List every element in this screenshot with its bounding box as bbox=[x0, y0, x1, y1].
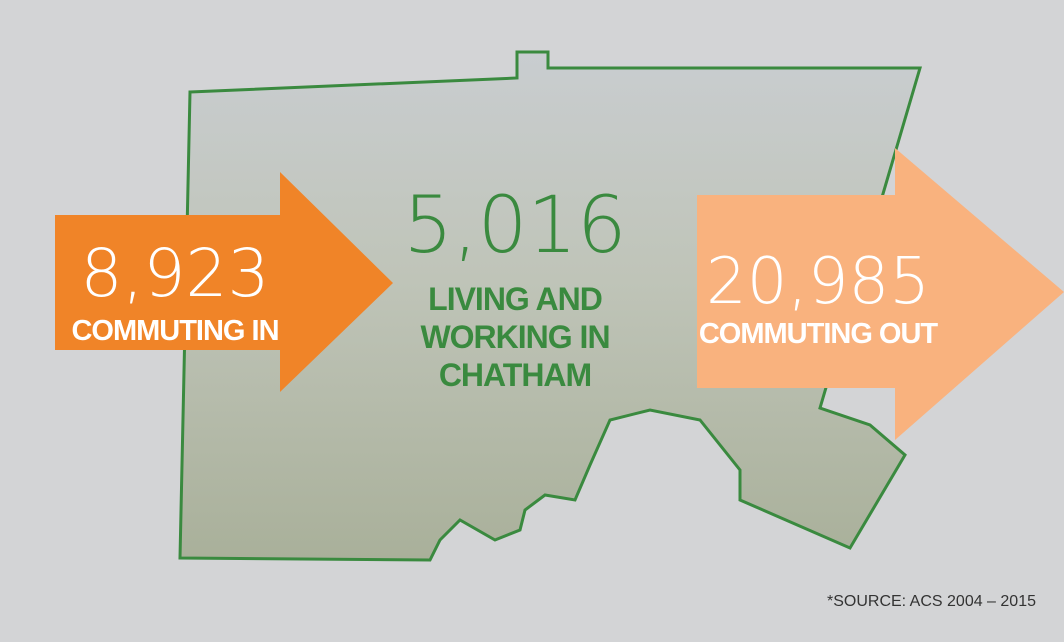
resident-count: 5,016 bbox=[403, 181, 626, 271]
page: 8,923 COMMUTING IN 5,016 LIVING AND WORK… bbox=[0, 0, 1064, 642]
resident-label: CHATHAM bbox=[439, 357, 591, 393]
resident-label: WORKING IN bbox=[420, 319, 609, 355]
source-note: *SOURCE: ACS 2004 – 2015 bbox=[827, 593, 1036, 610]
infographic: 8,923 COMMUTING IN 5,016 LIVING AND WORK… bbox=[0, 0, 1064, 642]
inflow-label: COMMUTING IN bbox=[71, 315, 278, 347]
outflow-label: COMMUTING OUT bbox=[699, 318, 939, 350]
outflow-count: 20,985 bbox=[706, 245, 930, 319]
inflow-count: 8,923 bbox=[81, 235, 270, 312]
resident-label: LIVING AND bbox=[428, 281, 602, 317]
